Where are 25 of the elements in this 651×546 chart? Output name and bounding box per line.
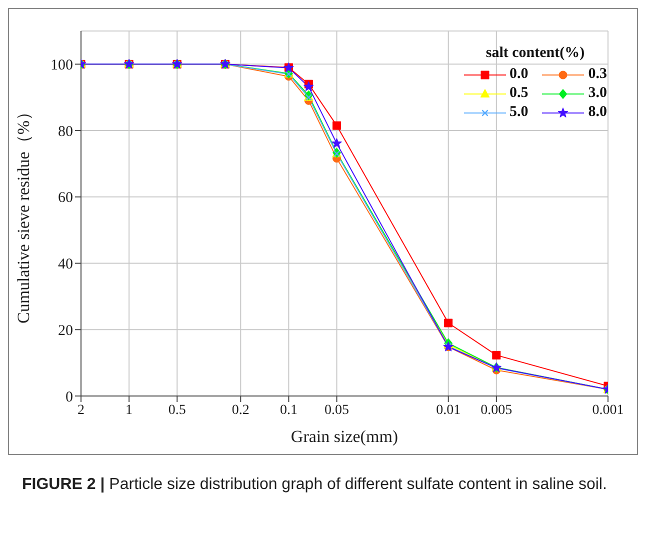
y-tick-label: 40 xyxy=(58,256,73,273)
x-tick-label: 0.005 xyxy=(480,402,512,418)
x-tick-label: 0.2 xyxy=(232,402,250,418)
x-tick-label: 0.05 xyxy=(324,402,350,418)
y-tick-label: 100 xyxy=(50,58,73,74)
y-axis-title: Cumulative sieve residue（%） xyxy=(14,103,34,324)
caption: FIGURE 2 | Particle size distribution graph of different sulfate content in saline soil. xyxy=(21,475,608,495)
x-tick-label: 2 xyxy=(78,402,84,418)
x-tick-label: 1 xyxy=(126,402,133,418)
legend-label: 8.0 xyxy=(588,104,607,121)
x-tick-label: 0.001 xyxy=(592,402,624,418)
y-tick-label: 80 xyxy=(58,124,73,140)
legend-label: 0.5 xyxy=(510,85,528,102)
x-axis-title: Grain size(mm) xyxy=(290,427,398,446)
y-tick-label: 60 xyxy=(58,190,73,206)
legend-label: 0.3 xyxy=(588,66,607,83)
x-tick-label: 0.01 xyxy=(436,402,461,418)
legend-title: salt content(%) xyxy=(484,45,586,62)
x-tick-label: 0.1 xyxy=(280,402,298,418)
x-tick-label: 0.5 xyxy=(168,402,186,418)
legend-label: 3.0 xyxy=(588,85,607,102)
legend-label: 0.0 xyxy=(510,66,528,83)
legend-label: 5.0 xyxy=(510,104,528,121)
y-tick-label: 0 xyxy=(66,389,73,406)
y-tick-label: 20 xyxy=(58,322,73,339)
